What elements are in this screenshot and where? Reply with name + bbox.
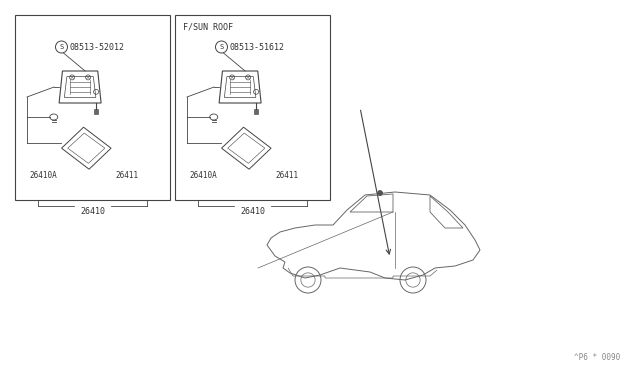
Text: 26411: 26411 — [115, 170, 138, 180]
Text: S: S — [220, 44, 223, 50]
Text: 26410: 26410 — [240, 208, 265, 217]
Text: 26410A: 26410A — [189, 170, 217, 180]
Text: F/SUN ROOF: F/SUN ROOF — [183, 22, 233, 32]
Bar — [254, 109, 258, 114]
Text: 08513-52012: 08513-52012 — [70, 42, 125, 51]
Text: 26410: 26410 — [80, 208, 105, 217]
Text: 26410A: 26410A — [29, 170, 57, 180]
Bar — [94, 109, 98, 114]
Text: ^P6 * 0090: ^P6 * 0090 — [573, 353, 620, 362]
Bar — [175, 15, 330, 200]
Text: S: S — [60, 44, 63, 50]
Text: 26411: 26411 — [275, 170, 298, 180]
Text: 08513-51612: 08513-51612 — [230, 42, 285, 51]
Circle shape — [378, 190, 383, 196]
Bar — [15, 15, 170, 200]
